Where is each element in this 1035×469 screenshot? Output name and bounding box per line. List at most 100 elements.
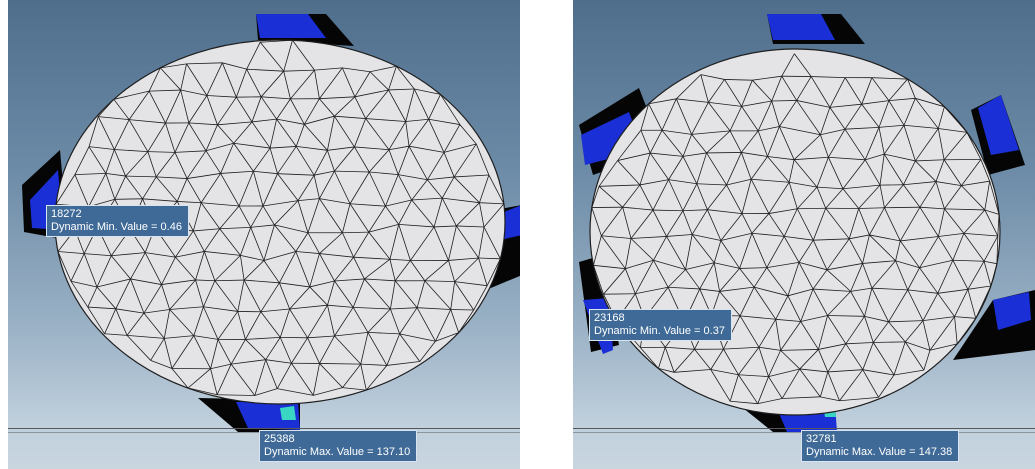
- mesh-edge: [593, 264, 626, 270]
- mesh-edge: [937, 293, 955, 317]
- mesh-edge: [883, 153, 904, 185]
- mesh-edge: [591, 186, 600, 208]
- mesh-edge: [111, 252, 146, 257]
- mesh-edge: [630, 238, 654, 261]
- mesh-edge: [57, 251, 72, 282]
- fe-viewport-left[interactable]: 18272 Dynamic Min. Value = 0.46 25388 Dy…: [8, 0, 520, 469]
- mesh-edge: [653, 259, 686, 270]
- mesh-edge: [297, 198, 320, 202]
- mesh-edge: [682, 156, 698, 184]
- mesh-edge: [283, 40, 293, 72]
- mesh-edge: [450, 281, 456, 310]
- mesh-edge: [935, 159, 945, 182]
- mesh-edge: [622, 184, 641, 208]
- mesh-edge: [796, 100, 821, 135]
- mesh-edge: [125, 151, 149, 177]
- mesh-edge: [171, 335, 195, 369]
- mesh-edge: [818, 315, 828, 350]
- mesh-edge: [126, 312, 145, 336]
- mesh-edge: [390, 280, 396, 310]
- mesh-edge: [862, 342, 874, 370]
- mesh-edge: [319, 253, 354, 258]
- mesh-edge: [980, 159, 991, 182]
- mesh-edge: [353, 231, 370, 258]
- mesh-edge: [872, 321, 889, 343]
- mesh-edge: [251, 118, 277, 123]
- mesh-edge: [888, 97, 916, 102]
- mesh-edge: [410, 260, 426, 282]
- mesh-edge: [935, 181, 945, 210]
- mesh-edge: [984, 209, 1000, 215]
- mesh-edge: [435, 332, 459, 342]
- mesh-edge: [174, 122, 190, 153]
- mesh-edge: [649, 130, 663, 154]
- mesh-edge: [259, 41, 285, 72]
- mesh-edge: [424, 280, 455, 283]
- mesh-edge: [349, 203, 370, 233]
- mesh-edge: [126, 335, 151, 361]
- mesh-edge: [388, 89, 407, 122]
- mesh-edge: [739, 268, 755, 288]
- mesh-edge: [919, 206, 939, 237]
- mesh-edge: [893, 341, 906, 376]
- fe-viewport-right[interactable]: 23168 Dynamic Min. Value = 0.37 32781 Dy…: [573, 0, 1035, 469]
- mesh-edge: [203, 306, 238, 312]
- mesh-edge: [240, 255, 245, 281]
- mesh-edge: [478, 257, 488, 286]
- mesh-edge: [869, 234, 901, 242]
- mesh-edge: [367, 308, 391, 333]
- mesh-edge: [204, 251, 241, 256]
- mesh-edge: [692, 234, 721, 241]
- mesh-edge: [720, 213, 743, 241]
- mesh-edge: [842, 184, 881, 190]
- mesh-edge: [483, 203, 505, 228]
- mesh-edge: [193, 335, 219, 340]
- mesh-edge: [839, 396, 879, 402]
- min-value-text: Dynamic Min. Value = 0.46: [51, 221, 182, 233]
- mesh-edge: [176, 178, 188, 202]
- mesh-edge: [849, 234, 870, 240]
- mesh-edge: [818, 349, 829, 373]
- mesh-edge: [820, 128, 846, 136]
- contact-hotspot: [280, 406, 296, 420]
- mesh-edge: [944, 185, 962, 210]
- mesh-edge: [169, 306, 204, 310]
- mesh-edge: [858, 184, 881, 209]
- mesh-edge: [443, 152, 455, 178]
- contact-pad-upper-right-blue: [978, 95, 1019, 155]
- mesh-edge: [757, 376, 769, 404]
- mesh-edge: [789, 181, 818, 188]
- mesh-edge: [388, 121, 407, 150]
- mesh-edge: [919, 267, 939, 294]
- mesh-edge: [598, 160, 618, 187]
- mesh-edge: [603, 268, 626, 295]
- mesh-edge: [405, 118, 429, 122]
- mesh-edge: [428, 119, 445, 153]
- mesh-edge: [850, 287, 873, 292]
- mesh-edge: [269, 119, 278, 149]
- contact-pad-right-blue: [993, 292, 1031, 330]
- mesh-edge: [246, 68, 262, 97]
- mesh-edge: [186, 62, 223, 65]
- mesh-edge: [143, 312, 165, 339]
- mesh-edge: [314, 170, 335, 176]
- mesh-edge: [389, 259, 396, 281]
- mesh-edge: [155, 176, 178, 202]
- mesh-edge: [781, 75, 797, 101]
- mesh-edge: [313, 150, 328, 176]
- mesh-edge: [206, 95, 218, 125]
- mesh-edge: [367, 332, 388, 366]
- mesh-edge: [253, 170, 278, 175]
- mesh-edge: [779, 126, 795, 160]
- mesh-edge: [739, 315, 760, 348]
- mesh-edge: [160, 63, 187, 69]
- mesh-edge: [312, 363, 320, 396]
- mesh-edge: [781, 368, 801, 399]
- mesh-edge: [295, 124, 305, 147]
- mesh-edge: [871, 287, 889, 322]
- mesh-edge: [217, 96, 237, 126]
- mesh-edge: [871, 77, 908, 80]
- mesh-edge: [454, 257, 479, 282]
- mesh-edge: [794, 156, 829, 161]
- mesh-edge: [217, 339, 232, 365]
